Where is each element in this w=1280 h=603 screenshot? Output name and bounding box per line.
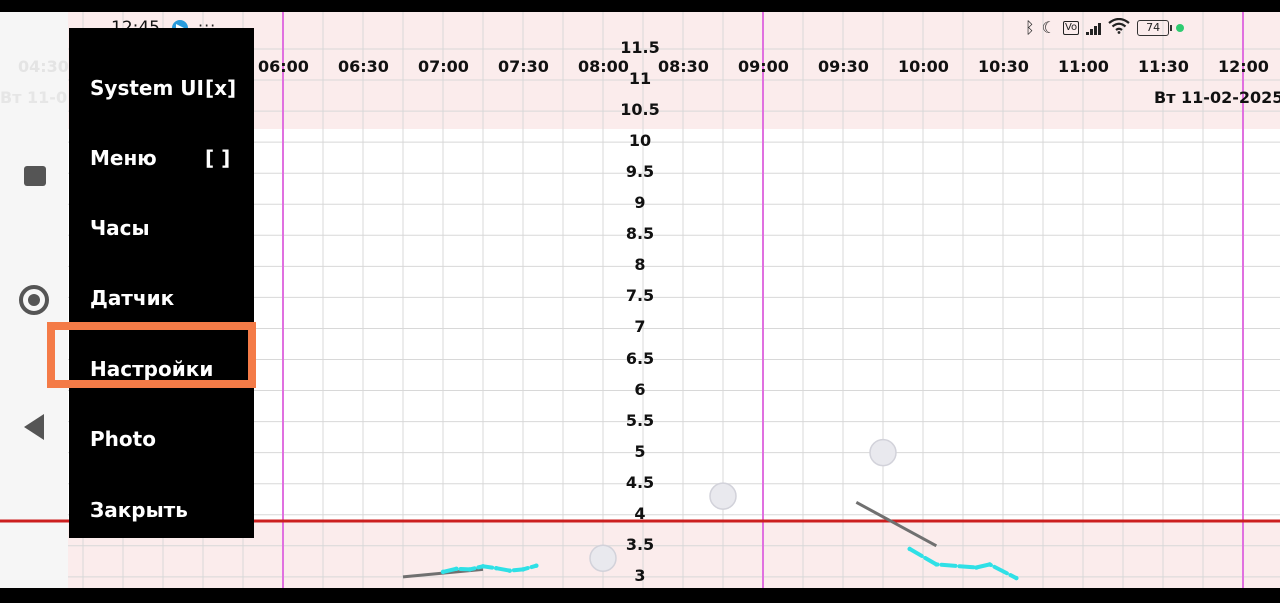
y-tick-label: 7 — [634, 317, 646, 337]
y-tick-label: 3.5 — [625, 534, 655, 554]
menu-item-label: Часы — [90, 216, 150, 240]
y-tick-label: 5.5 — [625, 410, 655, 430]
y-tick-label: 11 — [628, 69, 652, 89]
calibration-point — [709, 482, 737, 510]
high-range-band — [68, 12, 1280, 129]
menu-item-label: Закрыть — [90, 498, 188, 522]
glucose-point — [520, 567, 526, 572]
x-tick-label: 10:00 — [898, 57, 949, 76]
wifi-icon — [1108, 17, 1130, 39]
glucose-chart — [0, 12, 1280, 588]
back-icon[interactable] — [24, 414, 44, 440]
glucose-point — [507, 568, 512, 573]
y-tick-label: 4.5 — [625, 472, 655, 492]
menu-item-photo[interactable]: Photo — [69, 413, 254, 469]
date-label: Вт 11-02-2025 — [1154, 88, 1280, 107]
y-tick-label: 7.5 — [625, 286, 655, 306]
y-tick-label: 5 — [634, 441, 646, 461]
bluetooth-icon: ᛒ — [1025, 18, 1035, 37]
x-tick-label: 12:00 — [1218, 57, 1269, 76]
glucose-point — [440, 569, 446, 575]
y-tick-label: 11.5 — [620, 38, 660, 57]
glucose-point — [534, 563, 539, 568]
menu-item-system-ui[interactable]: System UI [x] — [69, 62, 254, 118]
x-tick-label: 10:30 — [978, 57, 1029, 76]
home-icon[interactable] — [19, 285, 49, 315]
menu-item-checkbox: [ ] — [205, 146, 231, 170]
y-tick-label: 8.5 — [625, 224, 655, 244]
glucose-point — [494, 565, 499, 571]
screen: 04:30 06:00 06:30 07:00 07:30 08:00 08:30 09:00… — [0, 12, 1280, 588]
x-tick-label: 06:00 — [258, 57, 309, 76]
menu-item-label: Настройки — [90, 357, 214, 381]
status-icons: ᛒ ☾ Vo 74 — [1025, 16, 1185, 40]
trend-line — [855, 501, 938, 548]
menu-item-sensor[interactable]: Датчик — [69, 272, 254, 328]
menu-item-close[interactable]: Закрыть — [69, 484, 254, 540]
x-tick-label: 09:00 — [738, 57, 789, 76]
x-tick-label: 06:30 — [338, 57, 389, 76]
menu-item-menu[interactable]: Меню [ ] — [69, 132, 254, 188]
glucose-point — [454, 566, 459, 571]
moon-icon: ☾ — [1041, 18, 1056, 37]
menu-item-settings[interactable]: Настройки — [69, 343, 254, 399]
y-tick-label: 9 — [634, 193, 646, 213]
x-tick-label: 04:30 — [18, 57, 69, 76]
signal-icon — [1086, 21, 1102, 35]
volte-icon: Vo — [1062, 21, 1080, 35]
glucose-point — [934, 562, 939, 567]
x-tick-label: 07:30 — [498, 57, 549, 76]
menu-item-label: System UI — [90, 76, 204, 100]
selection-highlight — [47, 322, 256, 388]
date-label-faded: Вт 11-0 — [0, 88, 68, 107]
x-tick-label: 09:30 — [818, 57, 869, 76]
menu-item-clock[interactable]: Часы — [69, 202, 254, 258]
x-tick-label: 11:00 — [1058, 57, 1109, 76]
menu-item-checkbox: [x] — [205, 76, 237, 100]
popup-menu: System UI [x] Меню [ ] Часы Датчик Настр… — [69, 28, 254, 538]
privacy-indicator — [1176, 24, 1185, 32]
y-tick-label: 3 — [634, 565, 646, 585]
glucose-point — [480, 564, 486, 569]
menu-item-label: Photo — [90, 427, 156, 451]
y-tick-label: 6.5 — [625, 348, 655, 368]
navigation-bar — [0, 12, 68, 588]
y-tick-label: 10.5 — [620, 100, 660, 120]
glucose-point — [987, 562, 992, 567]
battery-icon: 74 — [1137, 20, 1173, 36]
menu-item-label: Меню — [90, 146, 157, 170]
y-tick-label: 8 — [634, 255, 646, 275]
x-tick-label: 08:30 — [658, 57, 709, 76]
glucose-point — [974, 565, 979, 570]
y-tick-label: 4 — [634, 503, 646, 523]
y-tick-label: 6 — [634, 379, 646, 399]
x-tick-label: 07:00 — [418, 57, 469, 76]
x-tick-label: 11:30 — [1138, 57, 1189, 76]
calibration-point — [869, 438, 897, 467]
recents-icon[interactable] — [24, 166, 46, 186]
calibration-point — [589, 544, 617, 572]
y-tick-label: 9.5 — [625, 162, 655, 182]
glucose-point — [907, 546, 912, 552]
glucose-point — [1014, 575, 1019, 581]
y-tick-label: 10 — [628, 131, 652, 151]
glucose-point — [467, 567, 472, 572]
glucose-series — [441, 563, 539, 574]
menu-item-label: Датчик — [90, 286, 175, 310]
x-tick-label: 08:00 — [578, 57, 629, 76]
